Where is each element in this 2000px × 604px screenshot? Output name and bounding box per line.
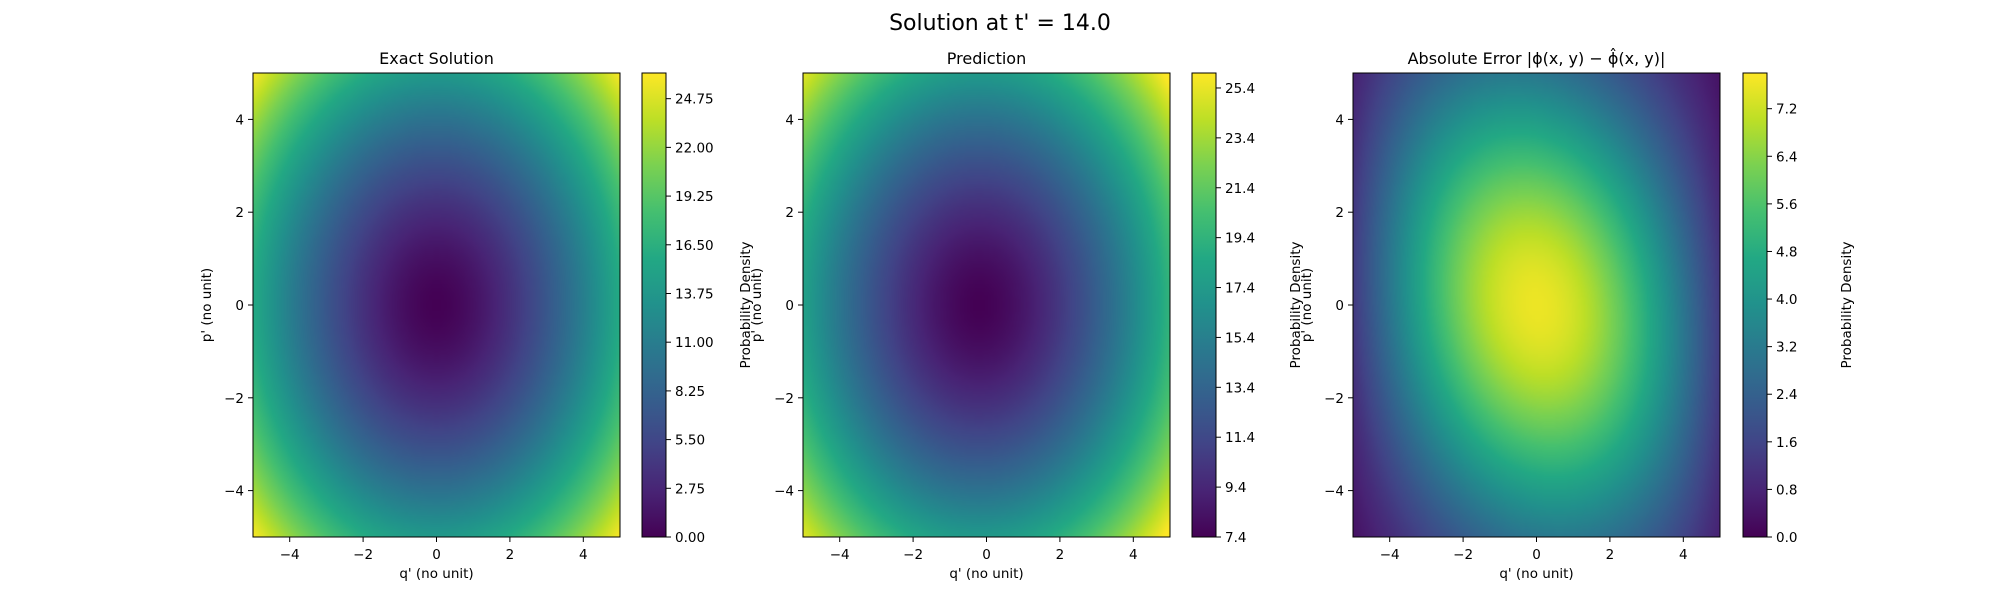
x-tick-label: 4	[579, 547, 588, 563]
colorbar-tick-label: 19.4	[1225, 231, 1255, 247]
y-tick-label: 0	[785, 298, 794, 314]
x-tick-label: −2	[353, 547, 373, 563]
x-tick-label: 0	[982, 547, 991, 563]
y-tick-label: 4	[1335, 112, 1344, 128]
colorbar-tick-label: 13.4	[1225, 380, 1255, 396]
y-tick-label: 4	[235, 112, 244, 128]
colorbar-label: Probability Density	[1288, 242, 1304, 369]
y-tick-label: −2	[224, 391, 244, 407]
y-axis-label: p' (no unit)	[1299, 268, 1315, 342]
panels: Exact Solution −4 −2 0 2 4 −4 −2 0 2 4 q' (no unit)…	[199, 48, 1855, 582]
colorbar-tick-label: 11.00	[675, 335, 714, 351]
x-tick-label: −4	[280, 547, 300, 563]
x-tick-label: 2	[1606, 547, 1615, 563]
x-tick-label: 0	[1532, 547, 1541, 563]
y-tick-label: −2	[1324, 391, 1344, 407]
x-tick-label: 4	[1679, 547, 1688, 563]
colorbar-label: Probability Density	[738, 242, 754, 369]
colorbar-tick-label: 16.50	[675, 238, 714, 254]
y-tick-label: 2	[1335, 205, 1344, 221]
colorbar-tick-label: 17.4	[1225, 281, 1255, 297]
panel-1: Exact Solution −4 −2 0 2 4 −4 −2 0 2 4 q' (no unit)…	[199, 49, 754, 582]
colorbar-tick-label: 3.2	[1776, 340, 1797, 356]
colorbar-tick-label: 4.0	[1776, 292, 1797, 308]
x-tick-label: 0	[432, 547, 441, 563]
colorbar-tick-label: 6.4	[1776, 149, 1797, 165]
x-tick-label: −4	[830, 547, 850, 563]
y-axis-label: p' (no unit)	[749, 268, 765, 342]
heatmap-image	[803, 73, 1170, 537]
heatmap-image	[253, 73, 620, 537]
x-tick-label: 4	[1129, 547, 1138, 563]
heatmap-image	[1353, 73, 1720, 537]
colorbar-tick-label: 5.6	[1776, 197, 1797, 213]
colorbar-tick-label: 1.6	[1776, 435, 1797, 451]
colorbar-tick-label: 22.00	[675, 140, 714, 156]
colorbar-tick-label: 5.50	[675, 433, 705, 449]
x-tick-label: −2	[903, 547, 923, 563]
colorbar-tick-label: 9.4	[1225, 480, 1246, 496]
colorbar	[1742, 72, 1768, 538]
colorbar	[1191, 72, 1217, 538]
y-axis-label: p' (no unit)	[199, 268, 215, 342]
colorbar-tick-label: 7.2	[1776, 102, 1797, 118]
y-tick-label: 4	[785, 112, 794, 128]
y-tick-label: 2	[235, 205, 244, 221]
panel-2: Prediction −4 −2 0 2 4 −4 −2 0 2 4 q' (no unit) p' (…	[749, 49, 1304, 582]
x-axis-label: q' (no unit)	[399, 566, 473, 582]
y-tick-label: −4	[224, 484, 244, 500]
panel-title: Prediction	[947, 49, 1026, 68]
y-tick-label: 0	[235, 298, 244, 314]
x-tick-label: 2	[506, 547, 515, 563]
y-tick-label: −4	[774, 484, 794, 500]
x-axis-label: q' (no unit)	[1499, 566, 1573, 582]
y-tick-label: 2	[785, 205, 794, 221]
colorbar-tick-label: 19.25	[675, 189, 714, 205]
colorbar-tick-label: 2.75	[675, 481, 705, 497]
y-tick-label: −2	[774, 391, 794, 407]
x-tick-label: −2	[1453, 547, 1473, 563]
colorbar-tick-label: 2.4	[1776, 387, 1797, 403]
colorbar-tick-label: 15.4	[1225, 330, 1255, 346]
panel-3: Absolute Error |ϕ(x, y) − ϕ̂(x, y)| −4 −2 0…	[1299, 48, 1855, 582]
colorbar-label: Probability Density	[1839, 242, 1855, 369]
colorbar-tick-label: 0.00	[675, 530, 705, 546]
figure-title: Solution at t' = 14.0	[889, 11, 1111, 36]
colorbar-tick-label: 24.75	[675, 92, 714, 108]
colorbar-tick-label: 11.4	[1225, 430, 1255, 446]
panel-title: Absolute Error |ϕ(x, y) − ϕ̂(x, y)|	[1408, 48, 1666, 68]
colorbar-tick-label: 8.25	[675, 384, 705, 400]
colorbar-tick-label: 25.4	[1225, 81, 1255, 97]
colorbar-tick-label: 4.8	[1776, 244, 1797, 260]
panel-title: Exact Solution	[379, 49, 494, 68]
x-axis-label: q' (no unit)	[949, 566, 1023, 582]
colorbar-tick-label: 0.0	[1776, 530, 1797, 546]
y-tick-label: 0	[1335, 298, 1344, 314]
y-tick-label: −4	[1324, 484, 1344, 500]
colorbar-tick-label: 21.4	[1225, 181, 1255, 197]
colorbar-tick-label: 23.4	[1225, 131, 1255, 147]
colorbar-tick-label: 0.8	[1776, 482, 1797, 498]
colorbar	[641, 72, 667, 538]
colorbar-tick-label: 7.4	[1225, 530, 1246, 546]
colorbar-tick-label: 13.75	[675, 286, 714, 302]
x-tick-label: −4	[1380, 547, 1400, 563]
x-tick-label: 2	[1056, 547, 1065, 563]
